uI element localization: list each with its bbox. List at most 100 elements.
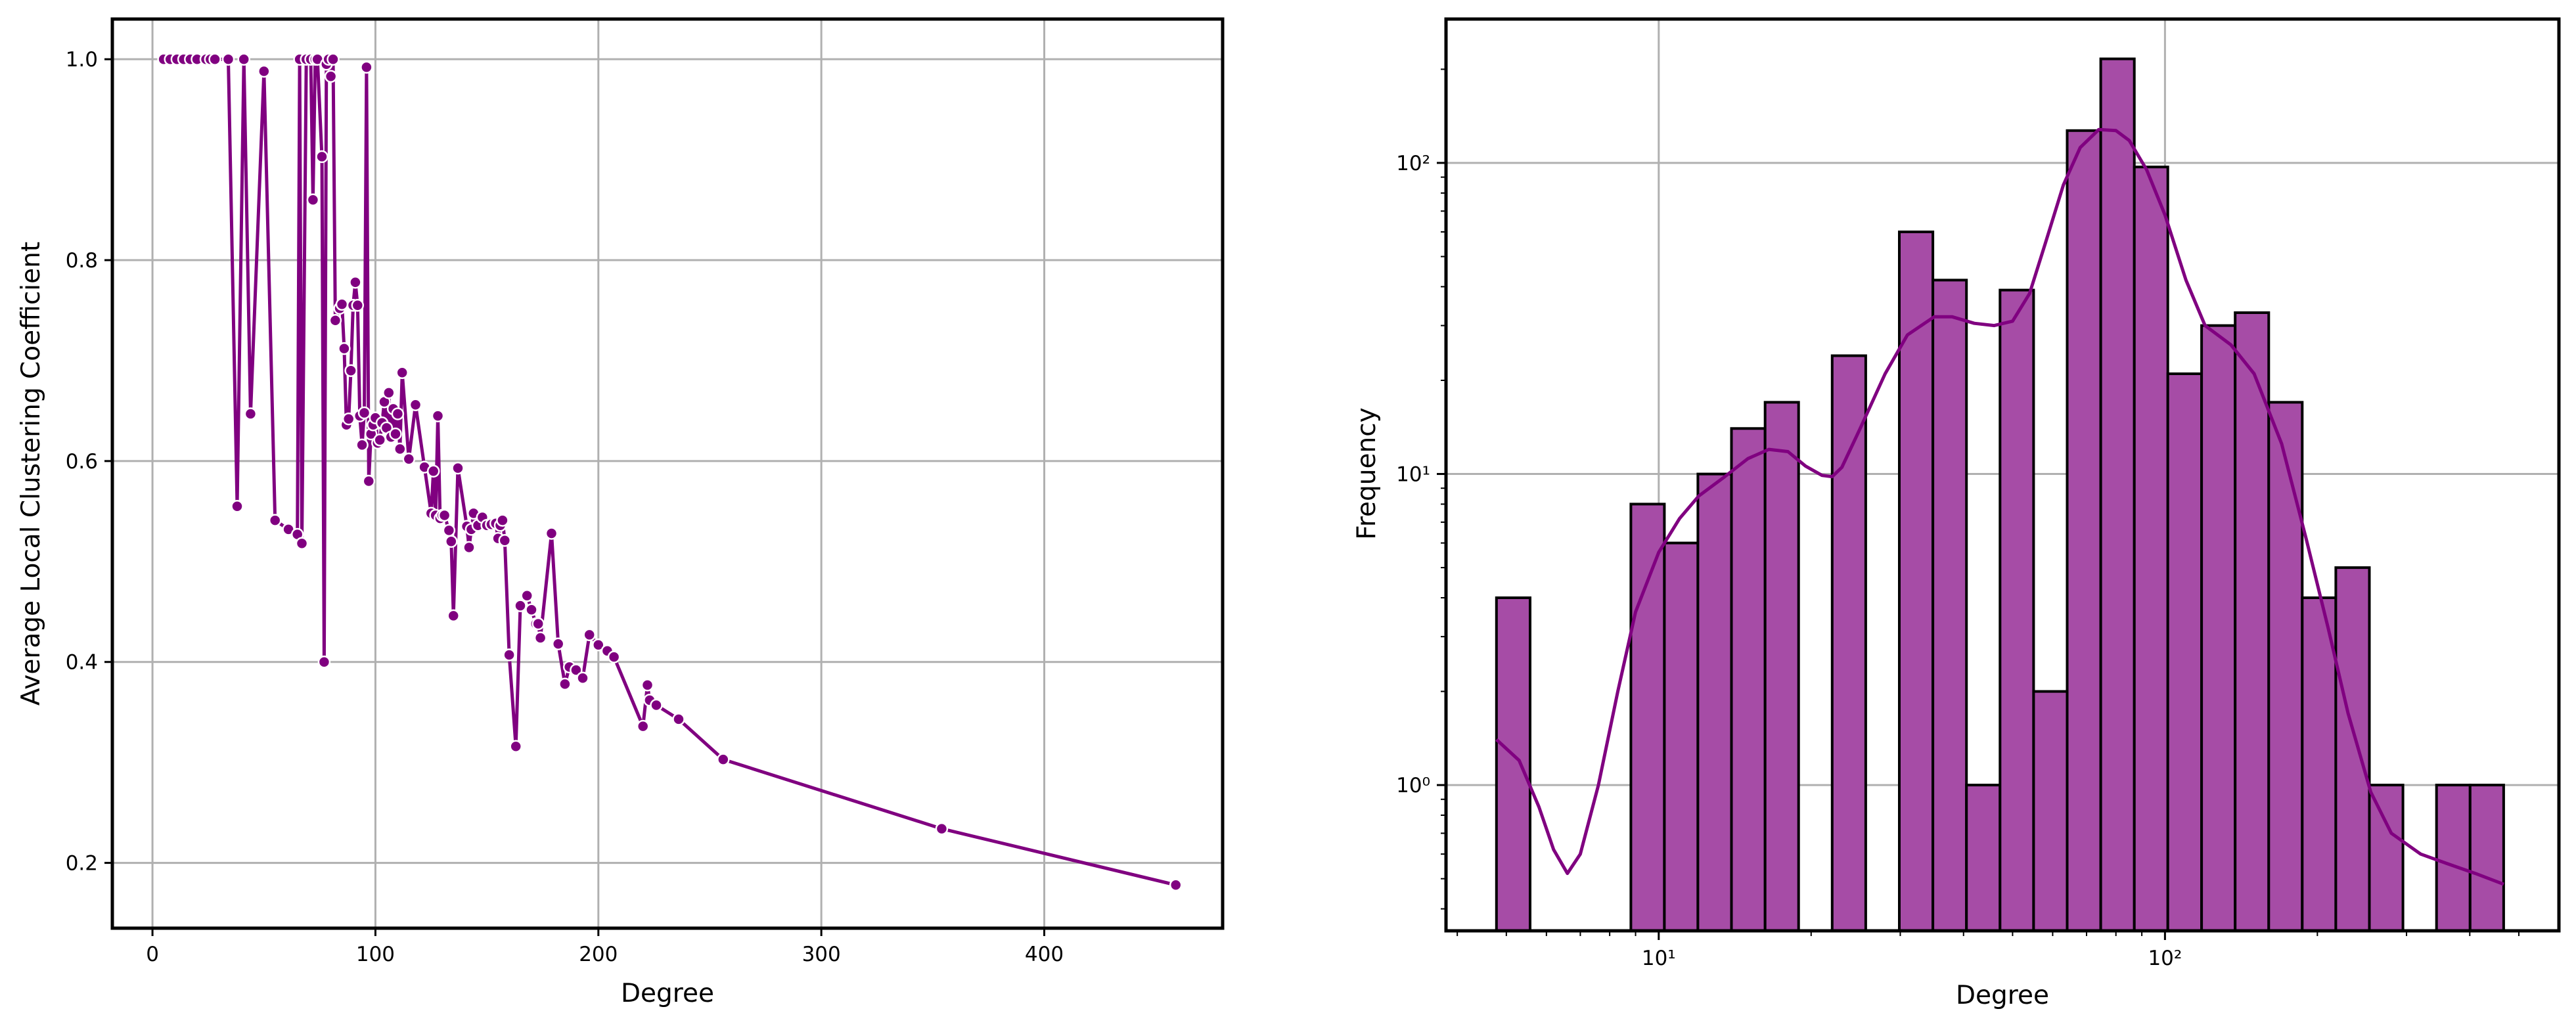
right-y-tick-label: 10⁰ xyxy=(1396,774,1430,797)
left-data-point xyxy=(426,464,440,478)
left-data-point xyxy=(442,524,456,537)
histogram-bar xyxy=(1663,541,1700,931)
histogram-bar xyxy=(1763,401,1800,931)
histogram-bar xyxy=(1965,784,2002,931)
left-axes-frame xyxy=(110,17,1225,930)
histogram-bar xyxy=(1696,472,1733,931)
histogram-bar xyxy=(1932,279,1968,931)
left-y-tick-label: 0.6 xyxy=(66,450,98,474)
right-ticks: 10¹ 10² 10⁰ 10¹ 10² xyxy=(1396,68,2520,970)
left-data-point xyxy=(362,474,376,488)
left-data-point xyxy=(531,617,545,631)
left-data-point xyxy=(306,193,320,207)
left-chart: 0 100 200 300 400 0.2 0.4 0.6 0.8 1.0 Degree Aver… xyxy=(16,17,1225,1008)
left-data-point xyxy=(496,514,509,527)
left-data-point xyxy=(315,150,328,164)
left-data-point xyxy=(514,599,527,612)
left-data-point xyxy=(438,508,451,522)
histogram-bar xyxy=(2468,784,2505,931)
left-data-point xyxy=(520,589,533,602)
right-y-axis-label: Frequency xyxy=(1352,407,1382,539)
histogram-bar xyxy=(2133,166,2169,931)
left-data-point xyxy=(391,407,405,420)
left-data-point xyxy=(447,609,460,623)
left-y-axis-label: Average Local Clustering Coefficient xyxy=(16,242,46,705)
left-data-point xyxy=(509,740,522,753)
histogram-bar xyxy=(1830,354,1867,931)
left-data-point xyxy=(244,407,258,420)
left-data-point xyxy=(402,453,416,466)
left-data-point xyxy=(935,822,949,836)
histogram-bar xyxy=(2267,401,2304,931)
left-y-tick-label: 1.0 xyxy=(66,48,98,72)
histogram-bar xyxy=(2435,784,2472,931)
left-data-point xyxy=(389,427,402,441)
left-data-point xyxy=(360,60,373,74)
left-data-point xyxy=(558,677,572,691)
left-x-axis-label: Degree xyxy=(621,979,714,1008)
left-data-point xyxy=(525,603,538,616)
right-x-axis-label: Degree xyxy=(1956,981,2049,1010)
left-data-point xyxy=(338,342,351,355)
histogram-bar xyxy=(1730,427,1767,931)
left-data-point xyxy=(373,434,386,447)
right-chart: 10¹ 10² 10⁰ 10¹ 10² Degree Frequency xyxy=(1352,17,2561,1010)
left-data-point xyxy=(503,648,516,661)
left-data-point xyxy=(409,398,422,411)
left-data-point xyxy=(344,364,357,377)
histogram-bar xyxy=(2368,784,2405,931)
left-data-point xyxy=(295,537,309,550)
left-x-tick-label: 100 xyxy=(356,943,395,966)
left-data-point xyxy=(583,628,596,642)
left-data-point xyxy=(327,53,340,66)
left-data-point xyxy=(570,663,583,677)
left-data-point xyxy=(431,409,445,422)
left-y-tick-label: 0.8 xyxy=(66,249,98,273)
left-data-point xyxy=(317,655,331,669)
histogram-bar xyxy=(2334,566,2371,931)
left-data-point xyxy=(231,499,244,513)
left-data-point xyxy=(357,406,371,420)
left-y-tick-label: 0.2 xyxy=(66,852,98,876)
left-data-point xyxy=(342,412,355,426)
left-data-point xyxy=(1169,878,1183,891)
left-data-point xyxy=(463,541,476,554)
right-x-tick-label: 10¹ xyxy=(1642,947,1676,970)
left-y-tick-label: 0.4 xyxy=(66,651,98,675)
left-data-point xyxy=(445,535,458,548)
kde-curve xyxy=(1495,127,2504,886)
histogram-bar xyxy=(1495,596,1532,931)
histogram-bar xyxy=(2066,129,2102,931)
right-y-tick-label: 10¹ xyxy=(1396,463,1430,487)
histogram-bar xyxy=(2200,324,2237,931)
left-data-point xyxy=(324,70,338,83)
left-x-tick-label: 200 xyxy=(579,943,618,966)
left-data-point xyxy=(394,442,407,456)
left-data-point xyxy=(498,533,512,547)
left-x-tick-label: 300 xyxy=(802,943,841,966)
left-plot-area xyxy=(157,53,1183,891)
left-data-point xyxy=(237,53,250,66)
left-data-point xyxy=(717,753,730,766)
left-data-point xyxy=(395,366,409,380)
left-ticks: 0 100 200 300 400 0.2 0.4 0.6 0.8 1.0 xyxy=(66,48,1064,966)
histogram-bar xyxy=(2032,690,2069,931)
right-y-tick-label: 10² xyxy=(1396,152,1430,175)
right-plot-area xyxy=(1495,57,2505,931)
left-data-point xyxy=(335,298,349,311)
left-data-point xyxy=(641,679,654,692)
left-data-point xyxy=(349,275,362,289)
histogram-bar xyxy=(1999,288,2035,931)
left-data-point xyxy=(268,514,282,527)
histogram-bar xyxy=(2234,311,2271,931)
left-data-point xyxy=(208,53,221,66)
left-data-point xyxy=(258,64,271,78)
left-data-point xyxy=(650,698,663,712)
left-data-point xyxy=(607,650,621,663)
left-data-point xyxy=(351,299,365,312)
left-x-tick-label: 0 xyxy=(146,943,159,966)
histogram-bar xyxy=(2166,372,2203,931)
left-x-tick-label: 400 xyxy=(1025,943,1064,966)
left-data-point xyxy=(576,671,589,684)
